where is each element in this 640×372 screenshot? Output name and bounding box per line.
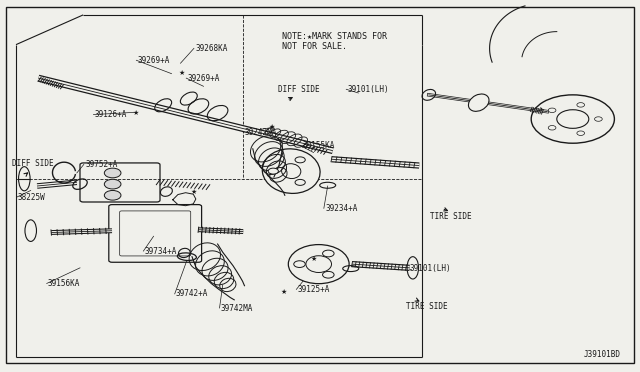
Text: 39125+A: 39125+A — [298, 285, 330, 294]
Circle shape — [577, 103, 584, 107]
Text: 39742MA: 39742MA — [221, 304, 253, 312]
Circle shape — [268, 168, 278, 174]
Text: TIRE SIDE: TIRE SIDE — [406, 302, 448, 311]
Circle shape — [548, 126, 556, 130]
Text: 39268KA: 39268KA — [195, 44, 228, 53]
Circle shape — [548, 108, 556, 112]
Text: DIFF SIDE: DIFF SIDE — [12, 159, 53, 168]
Circle shape — [323, 272, 334, 278]
Text: ★: ★ — [132, 110, 139, 116]
Circle shape — [577, 131, 584, 135]
Circle shape — [104, 190, 121, 200]
Text: DIFF SIDE: DIFF SIDE — [278, 85, 320, 94]
Circle shape — [294, 261, 305, 267]
Circle shape — [323, 250, 334, 257]
Circle shape — [595, 117, 602, 121]
Circle shape — [295, 179, 305, 185]
Text: 39101(LH): 39101(LH) — [348, 85, 389, 94]
Text: 39752+A: 39752+A — [85, 160, 118, 169]
Ellipse shape — [289, 245, 349, 284]
Circle shape — [104, 168, 121, 178]
Text: ★: ★ — [310, 256, 317, 262]
Text: ★: ★ — [190, 189, 196, 195]
Circle shape — [531, 95, 614, 143]
Text: 39269+A: 39269+A — [188, 74, 220, 83]
Text: ★: ★ — [269, 124, 275, 130]
Text: 39101(LH): 39101(LH) — [410, 264, 451, 273]
Circle shape — [104, 179, 121, 189]
Text: 39155KA: 39155KA — [302, 141, 335, 150]
Text: 39242+A: 39242+A — [264, 160, 297, 169]
Text: ★: ★ — [280, 289, 287, 295]
Text: 39242MA: 39242MA — [244, 128, 277, 137]
Ellipse shape — [468, 94, 489, 111]
Text: J39101BD: J39101BD — [584, 350, 621, 359]
Ellipse shape — [557, 104, 588, 134]
Text: 38225W: 38225W — [18, 193, 45, 202]
Text: 39156KA: 39156KA — [48, 279, 81, 288]
Text: NOTE:★MARK STANDS FOR
NOT FOR SALE.: NOTE:★MARK STANDS FOR NOT FOR SALE. — [282, 32, 387, 51]
Text: ★: ★ — [179, 70, 185, 76]
Text: 39234+A: 39234+A — [325, 204, 358, 213]
Text: 39126+A: 39126+A — [95, 110, 127, 119]
Text: TIRE SIDE: TIRE SIDE — [430, 212, 472, 221]
Circle shape — [295, 157, 305, 163]
Text: 39269+A: 39269+A — [138, 56, 170, 65]
Ellipse shape — [262, 149, 320, 193]
Text: 39742+A: 39742+A — [176, 289, 209, 298]
Text: 39734+A: 39734+A — [145, 247, 177, 256]
